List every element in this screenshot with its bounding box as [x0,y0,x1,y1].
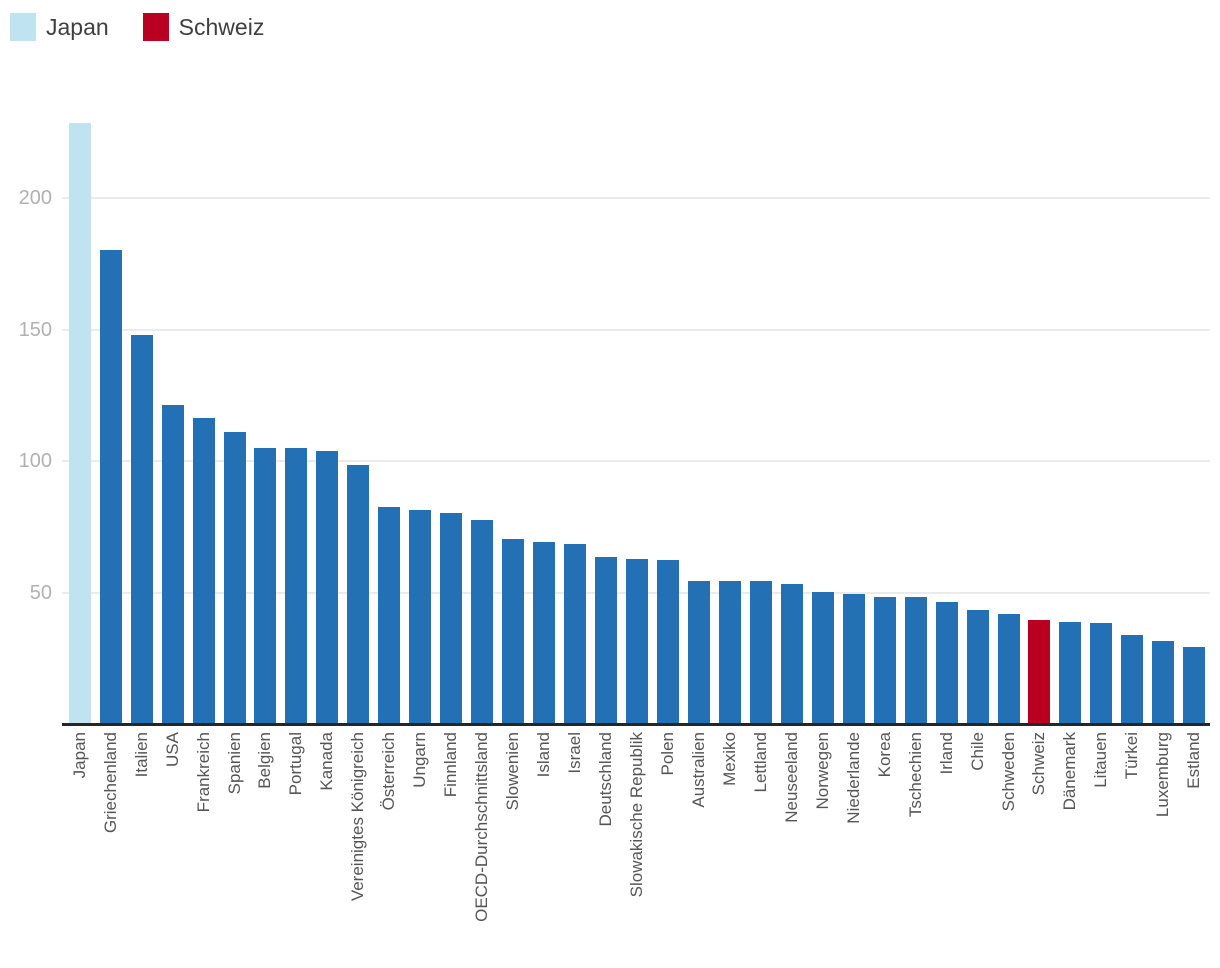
x-tick-label-litauen: Litauen [1091,732,1111,788]
bar-mexiko[interactable] [718,580,741,724]
x-tick-label-spanien: Spanien [224,732,244,795]
bar-litauen[interactable] [1090,623,1113,724]
x-tick-label-frankreich: Frankreich [193,732,213,813]
bar-israel[interactable] [564,544,587,724]
x-tick-label-slowenien: Slowenien [503,732,523,811]
x-tick-label-slowakische-republik: Slowakische Republik [626,732,646,898]
bar-slowenien[interactable] [502,538,525,724]
y-tick-label-100: 100 [18,450,52,472]
x-tick-label-vereinigtes-konigreich: Vereinigtes Königreich [348,732,368,902]
bar-island[interactable] [533,541,556,724]
bar-korea[interactable] [873,596,896,724]
x-tick-label-irland: Irland [936,732,956,775]
legend-item-schweiz[interactable]: Schweiz [142,13,265,41]
bar-turkei[interactable] [1121,634,1144,724]
bar-oecd-durchschnittsland[interactable] [471,520,494,724]
legend-swatch-japan-icon [10,13,36,41]
x-tick-label-chile: Chile [967,732,987,771]
bar-osterreich[interactable] [378,507,401,724]
bar-tschechien[interactable] [904,596,927,724]
x-tick-label-mexiko: Mexiko [719,732,739,786]
bar-portugal[interactable] [285,448,308,724]
legend-swatch-schweiz-icon [142,13,169,41]
bar-vereinigtes-konigreich[interactable] [347,465,370,724]
x-tick-label-oecd-durchschnittsland: OECD-Durchschnittsland [472,732,492,922]
x-tick-label-finnland: Finnland [441,732,461,798]
x-tick-label-polen: Polen [657,732,677,776]
bar-luxemburg[interactable] [1152,641,1175,724]
bar-schweiz[interactable] [1028,620,1051,724]
x-tick-label-osterreich: Österreich [379,732,399,811]
x-tick-label-japan: Japan [69,732,89,779]
gridline-200 [62,197,1210,199]
bar-chile[interactable] [966,609,989,724]
bar-niederlande[interactable] [842,594,865,724]
x-tick-label-kanada: Kanada [317,732,337,791]
x-axis-line [62,723,1210,726]
x-tick-label-schweiz: Schweiz [1029,732,1049,796]
legend-label-japan: Japan [46,14,109,40]
legend-item-japan[interactable]: Japan [10,13,109,41]
gridline-100 [62,460,1210,462]
x-tick-label-danemark: Dänemark [1060,732,1080,811]
x-tick-label-tschechien: Tschechien [905,732,925,818]
bar-australien[interactable] [687,580,710,724]
bar-kanada[interactable] [316,450,339,724]
x-tick-label-luxemburg: Luxemburg [1153,732,1173,818]
bar-slowakische-republik[interactable] [625,558,648,724]
bar-japan[interactable] [68,123,91,724]
y-tick-label-150: 150 [18,318,52,341]
bar-usa[interactable] [161,404,184,724]
x-tick-label-lettland: Lettland [750,732,770,793]
x-tick-label-korea: Korea [874,732,894,778]
bar-frankreich[interactable] [192,417,215,724]
legend-label-schweiz: Schweiz [178,14,265,40]
bar-finnland[interactable] [440,512,463,724]
x-tick-label-israel: Israel [565,732,585,774]
bar-danemark[interactable] [1059,621,1082,724]
x-tick-label-belgien: Belgien [255,732,275,789]
x-tick-label-norwegen: Norwegen [812,732,832,810]
x-tick-label-niederlande: Niederlande [843,732,863,824]
bar-spanien[interactable] [223,432,246,724]
bar-schweden[interactable] [997,613,1020,724]
bar-polen[interactable] [656,559,679,724]
x-tick-label-neuseeland: Neuseeland [781,732,801,823]
x-tick-label-portugal: Portugal [286,732,306,796]
bar-belgien[interactable] [254,448,277,724]
bar-griechenland[interactable] [99,249,122,724]
chart-legend: Japan Schweiz [10,13,264,41]
gridline-150 [62,328,1210,331]
y-tick-label-200: 200 [18,187,52,209]
x-tick-label-italien: Italien [131,732,151,778]
x-tick-label-deutschland: Deutschland [596,732,616,827]
bar-lettland[interactable] [749,580,772,724]
x-tick-label-australien: Australien [688,732,708,808]
x-tick-label-island: Island [534,732,554,778]
x-tick-label-turkei: Türkei [1122,732,1142,780]
y-tick-label-50: 50 [29,581,52,604]
bar-irland[interactable] [935,602,958,724]
bar-norwegen[interactable] [811,591,834,724]
x-tick-label-estland: Estland [1184,732,1204,789]
bar-italien[interactable] [130,335,153,724]
x-tick-label-ungarn: Ungarn [410,732,430,788]
x-tick-label-schweden: Schweden [998,732,1018,812]
bar-neuseeland[interactable] [780,583,803,724]
bar-estland[interactable] [1183,646,1206,724]
bar-deutschland[interactable] [595,557,618,724]
bar-ungarn[interactable] [409,509,432,724]
x-tick-label-griechenland: Griechenland [100,732,120,834]
x-tick-label-usa: USA [162,732,182,767]
